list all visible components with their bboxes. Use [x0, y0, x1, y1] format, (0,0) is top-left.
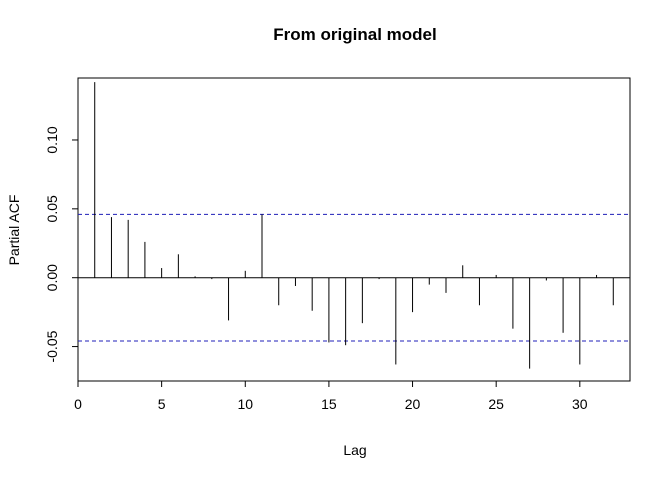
- x-tick-label: 0: [74, 396, 82, 412]
- y-tick-label: 0.10: [44, 126, 60, 153]
- chart-title: From original model: [273, 25, 436, 44]
- x-tick-label: 20: [405, 396, 421, 412]
- x-tick-label: 25: [488, 396, 504, 412]
- x-tick-label: 10: [237, 396, 253, 412]
- x-tick-label: 15: [321, 396, 337, 412]
- pacf-bars: [94, 82, 614, 369]
- plot-frame: [77, 77, 631, 382]
- y-tick-label: -0.05: [44, 330, 60, 362]
- y-tick-label: 0.05: [44, 195, 60, 222]
- x-tick-label: 30: [572, 396, 588, 412]
- y-axis-label: Partial ACF: [6, 195, 22, 266]
- x-axis: 0 5 10 15 20 25 30: [74, 381, 588, 412]
- y-axis: -0.05 0.00 0.05 0.10: [44, 126, 78, 363]
- x-tick-label: 5: [158, 396, 166, 412]
- x-axis-label: Lag: [343, 442, 366, 458]
- y-tick-label: 0.00: [44, 264, 60, 291]
